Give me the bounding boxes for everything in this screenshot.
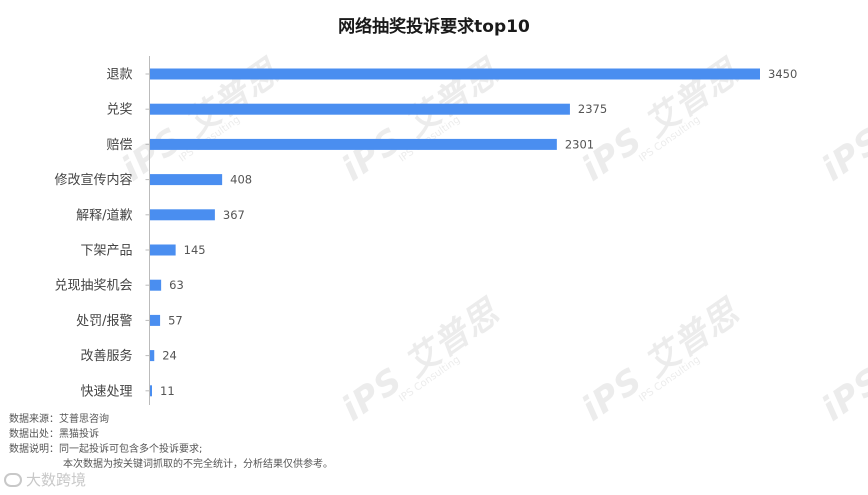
data-label: 2375 bbox=[578, 102, 607, 116]
category-label: 快速处理 bbox=[80, 384, 132, 399]
bar bbox=[150, 385, 152, 397]
note-desc-line1: 同一起投诉可包含多个投诉要求; bbox=[59, 444, 203, 455]
category-label: 兑奖 bbox=[106, 103, 132, 118]
bar bbox=[150, 174, 223, 186]
chart-title: 网络抽奖投诉要求top10 bbox=[338, 17, 530, 37]
note-source-value: 艾普思咨询 bbox=[59, 414, 109, 425]
bar bbox=[150, 244, 176, 256]
bar bbox=[150, 209, 215, 221]
data-label: 145 bbox=[184, 243, 206, 257]
brand-text: 大数跨境 bbox=[26, 471, 87, 489]
bar bbox=[150, 350, 155, 362]
category-label: 下架产品 bbox=[80, 244, 132, 259]
bar bbox=[150, 68, 760, 80]
brand-logo-icon bbox=[4, 472, 22, 487]
note-origin: 数据出处：黑猫投诉 bbox=[9, 427, 333, 442]
bar bbox=[150, 138, 557, 150]
data-label: 57 bbox=[168, 313, 183, 327]
category-label: 赔偿 bbox=[106, 138, 132, 153]
bar bbox=[150, 279, 162, 291]
note-desc-line2: 本次数据为按关键词抓取的不完全统计，分析结果仅供参考。 bbox=[63, 459, 333, 470]
category-label: 解释/道歉 bbox=[76, 208, 132, 223]
note-source: 数据来源：艾普思咨询 bbox=[9, 412, 333, 427]
data-label: 63 bbox=[169, 278, 184, 292]
category-label: 处罚/报警 bbox=[76, 313, 132, 329]
bar bbox=[150, 314, 161, 326]
category-label: 改善服务 bbox=[80, 348, 132, 364]
brand-watermark: 大数跨境 bbox=[4, 469, 86, 490]
data-label: 367 bbox=[223, 208, 245, 222]
category-label: 兑现抽奖机会 bbox=[54, 279, 132, 294]
category-label: 修改宣传内容 bbox=[54, 172, 132, 188]
chart-notes: 数据来源：艾普思咨询 数据出处：黑猫投诉 数据说明：同一起投诉可包含多个投诉要求… bbox=[9, 412, 333, 472]
note-origin-label: 数据出处： bbox=[9, 429, 59, 440]
bar-chart: 退款 3450 兑奖 2375 赔偿 2301 修改宣传内容 408 解释/道歉 367 下架产品 1… bbox=[54, 56, 797, 405]
data-label: 3450 bbox=[768, 67, 797, 81]
note-desc-label: 数据说明： bbox=[9, 444, 59, 455]
note-description: 数据说明：同一起投诉可包含多个投诉要求; bbox=[9, 442, 333, 457]
category-label: 退款 bbox=[106, 68, 132, 83]
data-label: 11 bbox=[160, 384, 175, 398]
data-label: 408 bbox=[230, 173, 252, 187]
note-origin-value: 黑猫投诉 bbox=[59, 429, 99, 440]
bar bbox=[150, 103, 570, 115]
data-label: 2301 bbox=[565, 137, 594, 151]
note-source-label: 数据来源： bbox=[9, 414, 59, 425]
data-label: 24 bbox=[162, 349, 177, 363]
